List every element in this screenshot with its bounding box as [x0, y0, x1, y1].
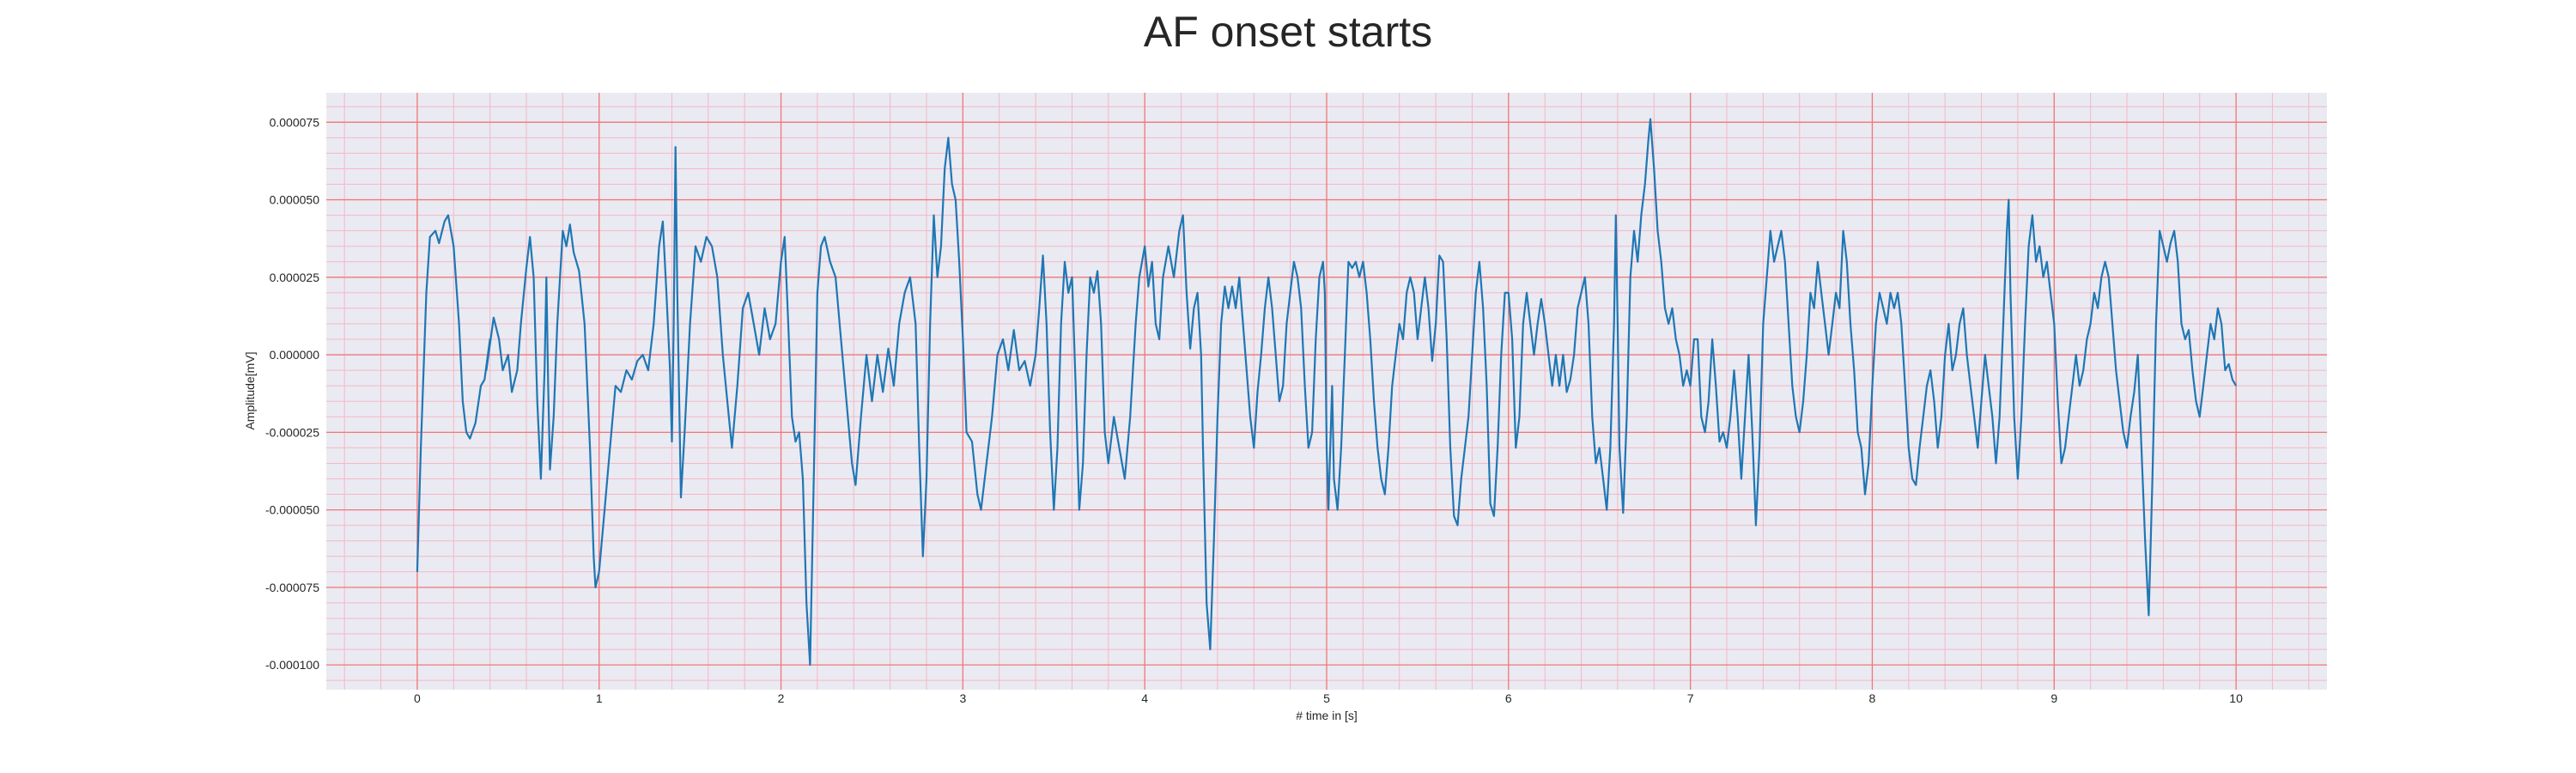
y-tick-label: -0.000100 — [265, 658, 319, 672]
x-tick-label: 1 — [596, 691, 603, 705]
y-tick-label: -0.000050 — [265, 503, 319, 517]
y-axis-label: Amplitude[mV] — [243, 351, 257, 429]
x-tick-label: 4 — [1141, 691, 1148, 705]
chart-title: AF onset starts — [1143, 8, 1433, 56]
x-tick-label: 0 — [414, 691, 421, 705]
x-tick-label: 3 — [959, 691, 966, 705]
y-tick-label: 0.000000 — [270, 348, 320, 362]
x-tick-label: 10 — [2229, 691, 2243, 705]
y-ticks: -0.000100 -0.000075 -0.000050 -0.000025 0.00… — [265, 115, 319, 672]
x-tick-label: 5 — [1323, 691, 1330, 705]
x-tick-label: 7 — [1687, 691, 1694, 705]
x-axis-label: # time in [s] — [1296, 709, 1358, 722]
series-layer — [416, 118, 2238, 666]
y-tick-label: -0.000075 — [265, 581, 319, 594]
x-tick-label: 2 — [778, 691, 785, 705]
signal-line — [416, 118, 2238, 666]
x-tick-label: 9 — [2050, 691, 2057, 705]
x-tick-label: 6 — [1505, 691, 1512, 705]
x-ticks: 0 1 2 3 4 5 6 7 8 9 10 — [414, 691, 2243, 705]
y-tick-label: 0.000025 — [270, 271, 320, 284]
y-tick-label: 0.000075 — [270, 115, 320, 129]
y-tick-label: 0.000050 — [270, 193, 320, 207]
x-tick-label: 8 — [1869, 691, 1876, 705]
y-tick-label: -0.000025 — [265, 425, 319, 439]
